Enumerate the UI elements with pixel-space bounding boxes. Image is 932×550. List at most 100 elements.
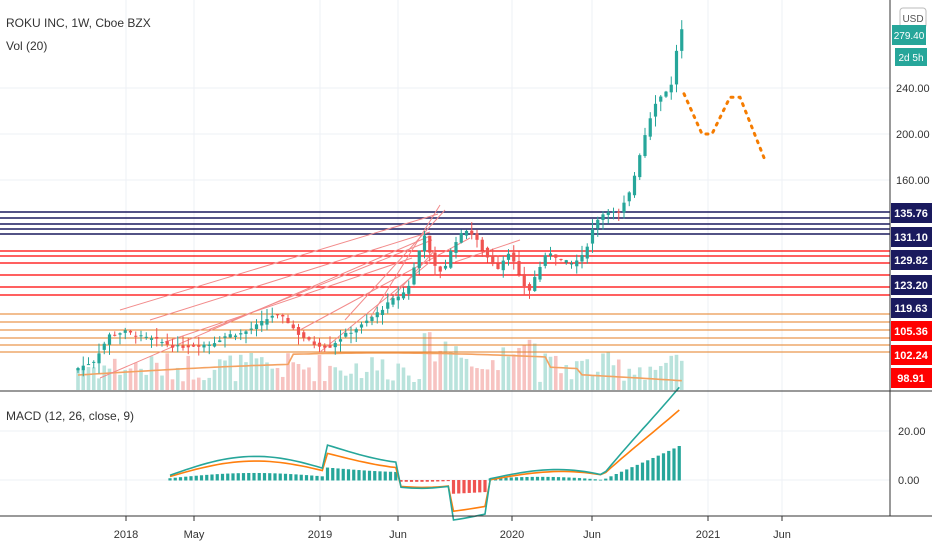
volume-bar-32 — [244, 362, 248, 390]
macd-hist-57 — [467, 480, 471, 493]
candle-body-93 — [564, 260, 568, 263]
candle-body-72 — [454, 242, 458, 253]
candle-body-37 — [270, 315, 274, 318]
candle-body-50 — [338, 339, 343, 342]
macd-hist-53 — [446, 480, 450, 482]
candle-body-95 — [575, 260, 579, 267]
candle-body-73 — [459, 233, 463, 243]
time-axis: 2018 May 2019 Jun 2020 Jun 2021 Jun — [114, 516, 791, 541]
candle-body-34 — [254, 324, 259, 330]
volume-bar-61 — [396, 363, 401, 390]
candle-body-84 — [517, 261, 521, 275]
trend-line-5 — [299, 237, 471, 331]
macd-hist-87 — [625, 469, 629, 481]
level-label-7: 98.91 — [897, 373, 925, 385]
level-label-1: 131.10 — [894, 232, 928, 244]
candle-body-114 — [674, 50, 679, 85]
volume-bar-38 — [275, 367, 280, 390]
candle-body-15 — [155, 336, 159, 339]
volume-bar-14 — [149, 356, 154, 390]
volume-bar-46 — [317, 354, 322, 390]
volume-bar-54 — [359, 378, 364, 390]
trend-line-3 — [164, 257, 413, 343]
volume-bar-85 — [522, 344, 527, 390]
macd-hist-17 — [257, 472, 261, 481]
volume-label: Vol (20) — [6, 39, 47, 53]
volume-bar-64 — [412, 381, 416, 390]
macd-tick-1: 20.00 — [898, 426, 926, 438]
volume-bar-81 — [501, 347, 506, 390]
macd-hist-21 — [278, 473, 282, 481]
candle-body-90 — [548, 253, 553, 256]
candle-body-87 — [533, 277, 537, 291]
candle-body-49 — [333, 343, 337, 348]
macd-hist-92 — [651, 457, 655, 481]
candle-body-40 — [286, 317, 290, 324]
macd-hist-77 — [572, 477, 576, 481]
last-price-badge — [892, 25, 926, 45]
candle-body-2 — [86, 364, 91, 366]
time-tick-6: 2021 — [696, 529, 720, 541]
candle-body-11 — [134, 335, 138, 337]
macd-hist-81 — [593, 479, 597, 481]
macd-hist-76 — [567, 477, 571, 481]
candle-body-80 — [496, 263, 500, 269]
macd-hist-2 — [178, 477, 183, 481]
candle-body-103 — [617, 211, 621, 213]
macd-hist-63 — [499, 477, 503, 481]
macd-hist-88 — [630, 467, 634, 481]
volume-bar-106 — [632, 374, 637, 390]
volume-bar-101 — [606, 352, 611, 390]
candle-body-101 — [606, 212, 610, 215]
macd-hist-93 — [656, 455, 660, 481]
candle-body-67 — [428, 235, 432, 253]
volume-bar-53 — [354, 363, 359, 390]
trend-line-1 — [119, 213, 439, 311]
time-tick-3: Jun — [389, 529, 407, 541]
macd-hist-54 — [451, 480, 456, 494]
macd-hist-12 — [231, 473, 235, 481]
candle-body-47 — [323, 345, 327, 348]
level-badge-6 — [891, 345, 932, 365]
macd-hist-94 — [661, 453, 666, 481]
candle-body-64 — [412, 267, 416, 285]
volume-bar-42 — [296, 364, 301, 390]
macd-hist-38 — [367, 470, 372, 481]
macd-hist-72 — [546, 476, 550, 481]
macd-hist-27 — [310, 475, 314, 481]
macd-label: MACD (12, 26, close, 9) — [6, 409, 134, 423]
candle-body-38 — [275, 314, 280, 316]
candle-body-98 — [590, 229, 595, 244]
volume-bar-37 — [270, 368, 275, 390]
macd-hist-75 — [562, 477, 566, 481]
macd-tick-0: 0.00 — [898, 475, 919, 487]
candle-body-109 — [648, 118, 652, 137]
macd-hist-66 — [514, 477, 519, 481]
candle-body-30 — [233, 335, 238, 337]
macd-hist-47 — [415, 480, 419, 482]
macd-hist-37 — [362, 470, 366, 481]
candle-body-27 — [218, 340, 222, 343]
volume-bar-91 — [553, 355, 558, 390]
candle-body-33 — [249, 328, 253, 330]
macd-hist-80 — [588, 478, 592, 481]
candle-body-1 — [81, 365, 85, 371]
level-badge-7 — [891, 368, 932, 388]
volume-bar-28 — [223, 360, 227, 390]
volume-bar-51 — [343, 375, 348, 390]
volume-bar-115 — [679, 360, 684, 390]
candle-body-19 — [176, 345, 180, 347]
price-levels — [0, 211, 890, 353]
volume-bar-65 — [417, 379, 422, 390]
volume-bar-63 — [406, 375, 411, 390]
macd-hist-8 — [210, 474, 214, 481]
macd-hist-4 — [189, 476, 193, 481]
candle-body-61 — [396, 296, 400, 301]
volume-bar-90 — [548, 356, 553, 390]
volume-bar-5 — [102, 365, 107, 390]
macd-hist-31 — [331, 467, 335, 481]
macd-hist-16 — [252, 472, 256, 481]
macd-hist-11 — [226, 473, 230, 481]
volume-bar-43 — [301, 369, 306, 390]
volume-bar-92 — [559, 373, 563, 390]
